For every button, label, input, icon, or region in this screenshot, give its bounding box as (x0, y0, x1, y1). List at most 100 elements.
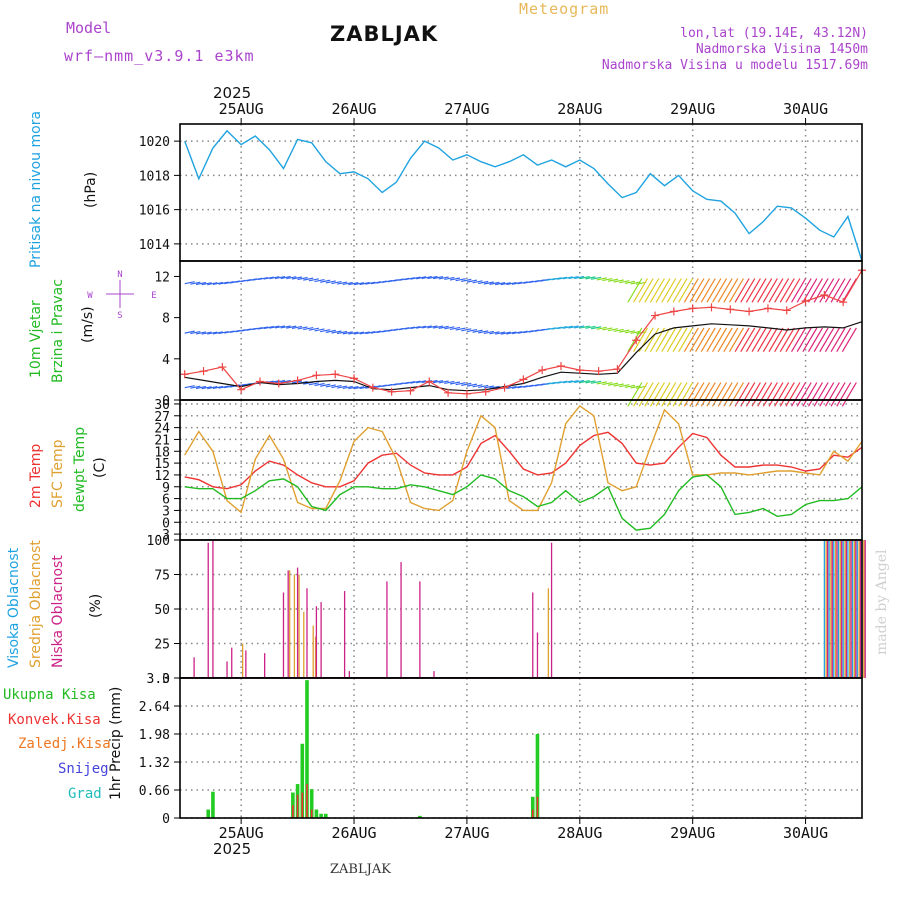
wind-barb (500, 282, 511, 286)
wind-barb (455, 278, 466, 282)
wind-barb (308, 327, 319, 331)
wind-barb (619, 384, 630, 388)
wind-barb (478, 280, 489, 285)
wind-barb (455, 327, 466, 331)
wind-barb (263, 325, 274, 330)
wind-barb (661, 327, 677, 353)
wind-barb (320, 279, 331, 283)
legend-hail: Grad (68, 786, 102, 802)
wind-barb (325, 384, 336, 388)
wind-barb (689, 278, 705, 303)
wind-barb (353, 282, 365, 286)
wind-barb (568, 275, 579, 280)
wind-barb (619, 329, 630, 333)
wind-barb (678, 327, 694, 353)
wind-barb (627, 382, 643, 407)
wind-barb (813, 327, 829, 353)
wind-barb (607, 382, 619, 386)
total-precip-bar (314, 809, 319, 818)
wind-barb (218, 330, 229, 335)
wind-barb (706, 278, 722, 303)
footer-station: ZABLJAK (330, 862, 391, 877)
wind-barb (483, 385, 494, 389)
wind-barb (624, 330, 636, 334)
wind-barb (432, 325, 444, 329)
precip-tick-label: 3.3 (147, 672, 170, 687)
temp-tick-label: 24 (154, 422, 170, 437)
wind-barb (836, 382, 852, 407)
wind-barb (819, 278, 835, 303)
wind-barb (734, 382, 750, 407)
precip-tick-label: 1.98 (139, 728, 170, 743)
wind-gust-marker (707, 303, 716, 312)
temp-tick-label: 18 (154, 445, 170, 460)
wind-gust-marker (538, 366, 547, 375)
bottom-day-label: 30AUG (783, 824, 828, 842)
wind-barb (819, 382, 835, 407)
wind-barb (449, 277, 461, 281)
wind-barb (607, 328, 619, 332)
wind-gust-marker (274, 379, 283, 388)
wind-barb (762, 382, 778, 407)
wind-barb (723, 327, 739, 353)
wind-barb (666, 327, 682, 353)
wind-barb (717, 382, 733, 407)
wind-barb (740, 382, 756, 407)
model-name: wrf–nmm_v3.9.1 e3km (64, 47, 255, 65)
wind-barb (644, 382, 660, 407)
wind-barb (348, 386, 359, 390)
wind-barb (274, 379, 286, 384)
wind-barb (666, 278, 682, 303)
wind-barb (624, 384, 636, 388)
wind-barb (661, 382, 677, 407)
wind-barb (602, 381, 613, 386)
wind-barb (184, 385, 195, 389)
wind-barb (511, 385, 523, 389)
wind-barb (712, 327, 728, 353)
wind-barb (331, 384, 342, 389)
wind-barb (695, 382, 711, 407)
conv-precip-bar (306, 784, 308, 818)
top-day-label: 27AUG (444, 100, 489, 118)
wind-barb (683, 327, 699, 353)
legend-total-rain: Ukupna Kisa (3, 687, 96, 703)
wind-barb (472, 384, 483, 388)
wind-barb (751, 327, 767, 353)
wind-gust-marker (556, 362, 565, 371)
wind-barb (348, 331, 359, 335)
wind-barb (596, 277, 607, 281)
altitude-label: Nadmorska Visina 1450m (695, 42, 868, 57)
wind-barb (774, 327, 790, 353)
wind-barb-band-0 (184, 275, 857, 303)
wind-gust-marker (218, 363, 227, 372)
wind-barb (762, 278, 778, 303)
temp-line-sfc (184, 404, 863, 514)
wind-gust-marker (820, 290, 829, 299)
wind-barb (303, 277, 314, 281)
conv-precip-bar (310, 809, 313, 818)
wind-barb (472, 329, 483, 333)
wind-barb (218, 281, 229, 285)
wind-barb (590, 326, 602, 330)
wind-gust-marker (425, 377, 434, 386)
wind-gust-marker (519, 375, 528, 384)
wind-barb (751, 278, 767, 303)
wind-barb (568, 379, 579, 384)
wind-barb (342, 385, 353, 390)
year-bottom: 2025 (213, 840, 252, 858)
wind-barb (633, 327, 649, 353)
wind-barb (444, 380, 455, 384)
legend-convective-rain: Konvek.Kisa (8, 712, 101, 728)
wind-barb (291, 325, 303, 330)
wind-barb (286, 276, 297, 280)
wind-barb (678, 382, 694, 407)
model-altitude-label: Nadmorska Visina u modelu 1517.69m (601, 58, 868, 73)
wind-barb (695, 327, 711, 353)
wind-barb (712, 278, 728, 303)
wind-barb (655, 278, 671, 303)
wind-barb (802, 327, 818, 353)
conv-precip-bar (531, 809, 534, 818)
wind-barb (819, 327, 835, 353)
wind-barb (791, 327, 807, 353)
pressure-tick-label: 1020 (139, 135, 170, 150)
